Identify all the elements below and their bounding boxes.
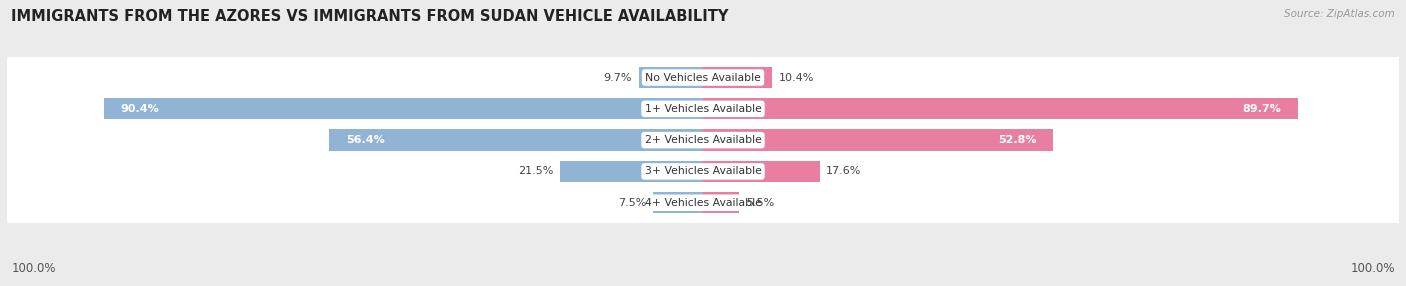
Text: 100.0%: 100.0% <box>11 262 56 275</box>
Bar <box>654 192 703 213</box>
Bar <box>104 98 703 120</box>
Text: 89.7%: 89.7% <box>1243 104 1281 114</box>
Text: 2+ Vehicles Available: 2+ Vehicles Available <box>644 135 762 145</box>
Text: Source: ZipAtlas.com: Source: ZipAtlas.com <box>1284 9 1395 19</box>
Bar <box>329 130 703 151</box>
Text: 21.5%: 21.5% <box>519 166 554 176</box>
Text: 7.5%: 7.5% <box>619 198 647 208</box>
Text: 9.7%: 9.7% <box>603 73 633 83</box>
Bar <box>703 98 1298 120</box>
FancyBboxPatch shape <box>7 111 1399 169</box>
Bar <box>703 192 740 213</box>
Text: No Vehicles Available: No Vehicles Available <box>645 73 761 83</box>
FancyBboxPatch shape <box>7 80 1399 138</box>
Bar <box>703 161 820 182</box>
Text: 90.4%: 90.4% <box>121 104 159 114</box>
Text: 4+ Vehicles Available: 4+ Vehicles Available <box>644 198 762 208</box>
Text: 52.8%: 52.8% <box>998 135 1036 145</box>
Text: IMMIGRANTS FROM THE AZORES VS IMMIGRANTS FROM SUDAN VEHICLE AVAILABILITY: IMMIGRANTS FROM THE AZORES VS IMMIGRANTS… <box>11 9 728 23</box>
Text: 56.4%: 56.4% <box>346 135 384 145</box>
Text: 1+ Vehicles Available: 1+ Vehicles Available <box>644 104 762 114</box>
Text: 3+ Vehicles Available: 3+ Vehicles Available <box>644 166 762 176</box>
Text: 10.4%: 10.4% <box>779 73 814 83</box>
FancyBboxPatch shape <box>7 174 1399 232</box>
FancyBboxPatch shape <box>7 48 1399 107</box>
Bar <box>703 130 1053 151</box>
FancyBboxPatch shape <box>7 142 1399 200</box>
Text: 17.6%: 17.6% <box>827 166 862 176</box>
Bar <box>703 67 772 88</box>
Text: 100.0%: 100.0% <box>1350 262 1395 275</box>
Text: 5.5%: 5.5% <box>747 198 775 208</box>
Bar <box>638 67 703 88</box>
Bar <box>561 161 703 182</box>
